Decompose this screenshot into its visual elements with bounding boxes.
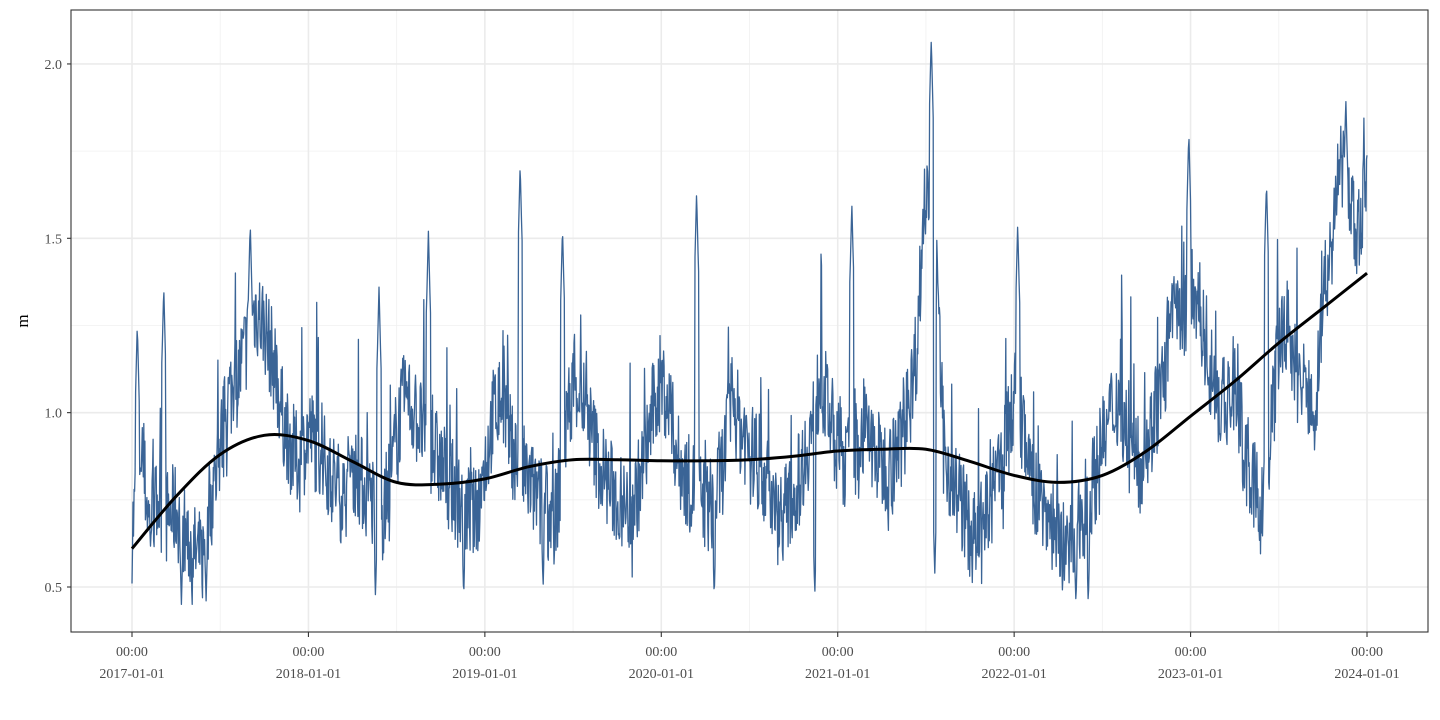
data-series (130, 41, 1368, 606)
plot-panel-border (70, 9, 1429, 633)
x-tick-time: 00:00 (292, 645, 324, 660)
grid-lines (71, 10, 1428, 632)
y-tick-label: 1.0 (45, 407, 63, 422)
y-tick-label: 2.0 (45, 58, 63, 73)
y-axis-label: m (13, 314, 32, 327)
x-tick-time: 00:00 (1351, 645, 1383, 660)
x-tick-time: 00:00 (116, 645, 148, 660)
x-tick-date: 2022-01-01 (981, 667, 1046, 682)
x-tick-time: 00:00 (645, 645, 677, 660)
x-tick-date: 2019-01-01 (452, 667, 517, 682)
x-tick-time: 00:00 (822, 645, 854, 660)
x-tick-date: 2021-01-01 (805, 667, 870, 682)
y-axis: 0.5 1.0 1.5 2.0 (45, 58, 71, 596)
x-tick-date: 2024-01-01 (1334, 667, 1399, 682)
x-tick-date: 2020-01-01 (629, 667, 694, 682)
x-tick-date: 2023-01-01 (1158, 667, 1223, 682)
y-tick-label: 0.5 (45, 581, 63, 596)
x-axis: 00:00 2017-01-01 00:00 2018-01-01 00:00 2019-… (99, 632, 1400, 682)
x-tick-time: 00:00 (998, 645, 1030, 660)
x-tick-date: 2017-01-01 (99, 667, 164, 682)
x-tick-date: 2018-01-01 (276, 667, 341, 682)
trend-line (130, 271, 1368, 550)
x-tick-time: 00:00 (1175, 645, 1207, 660)
x-tick-time: 00:00 (469, 645, 501, 660)
y-tick-label: 1.5 (45, 232, 63, 247)
